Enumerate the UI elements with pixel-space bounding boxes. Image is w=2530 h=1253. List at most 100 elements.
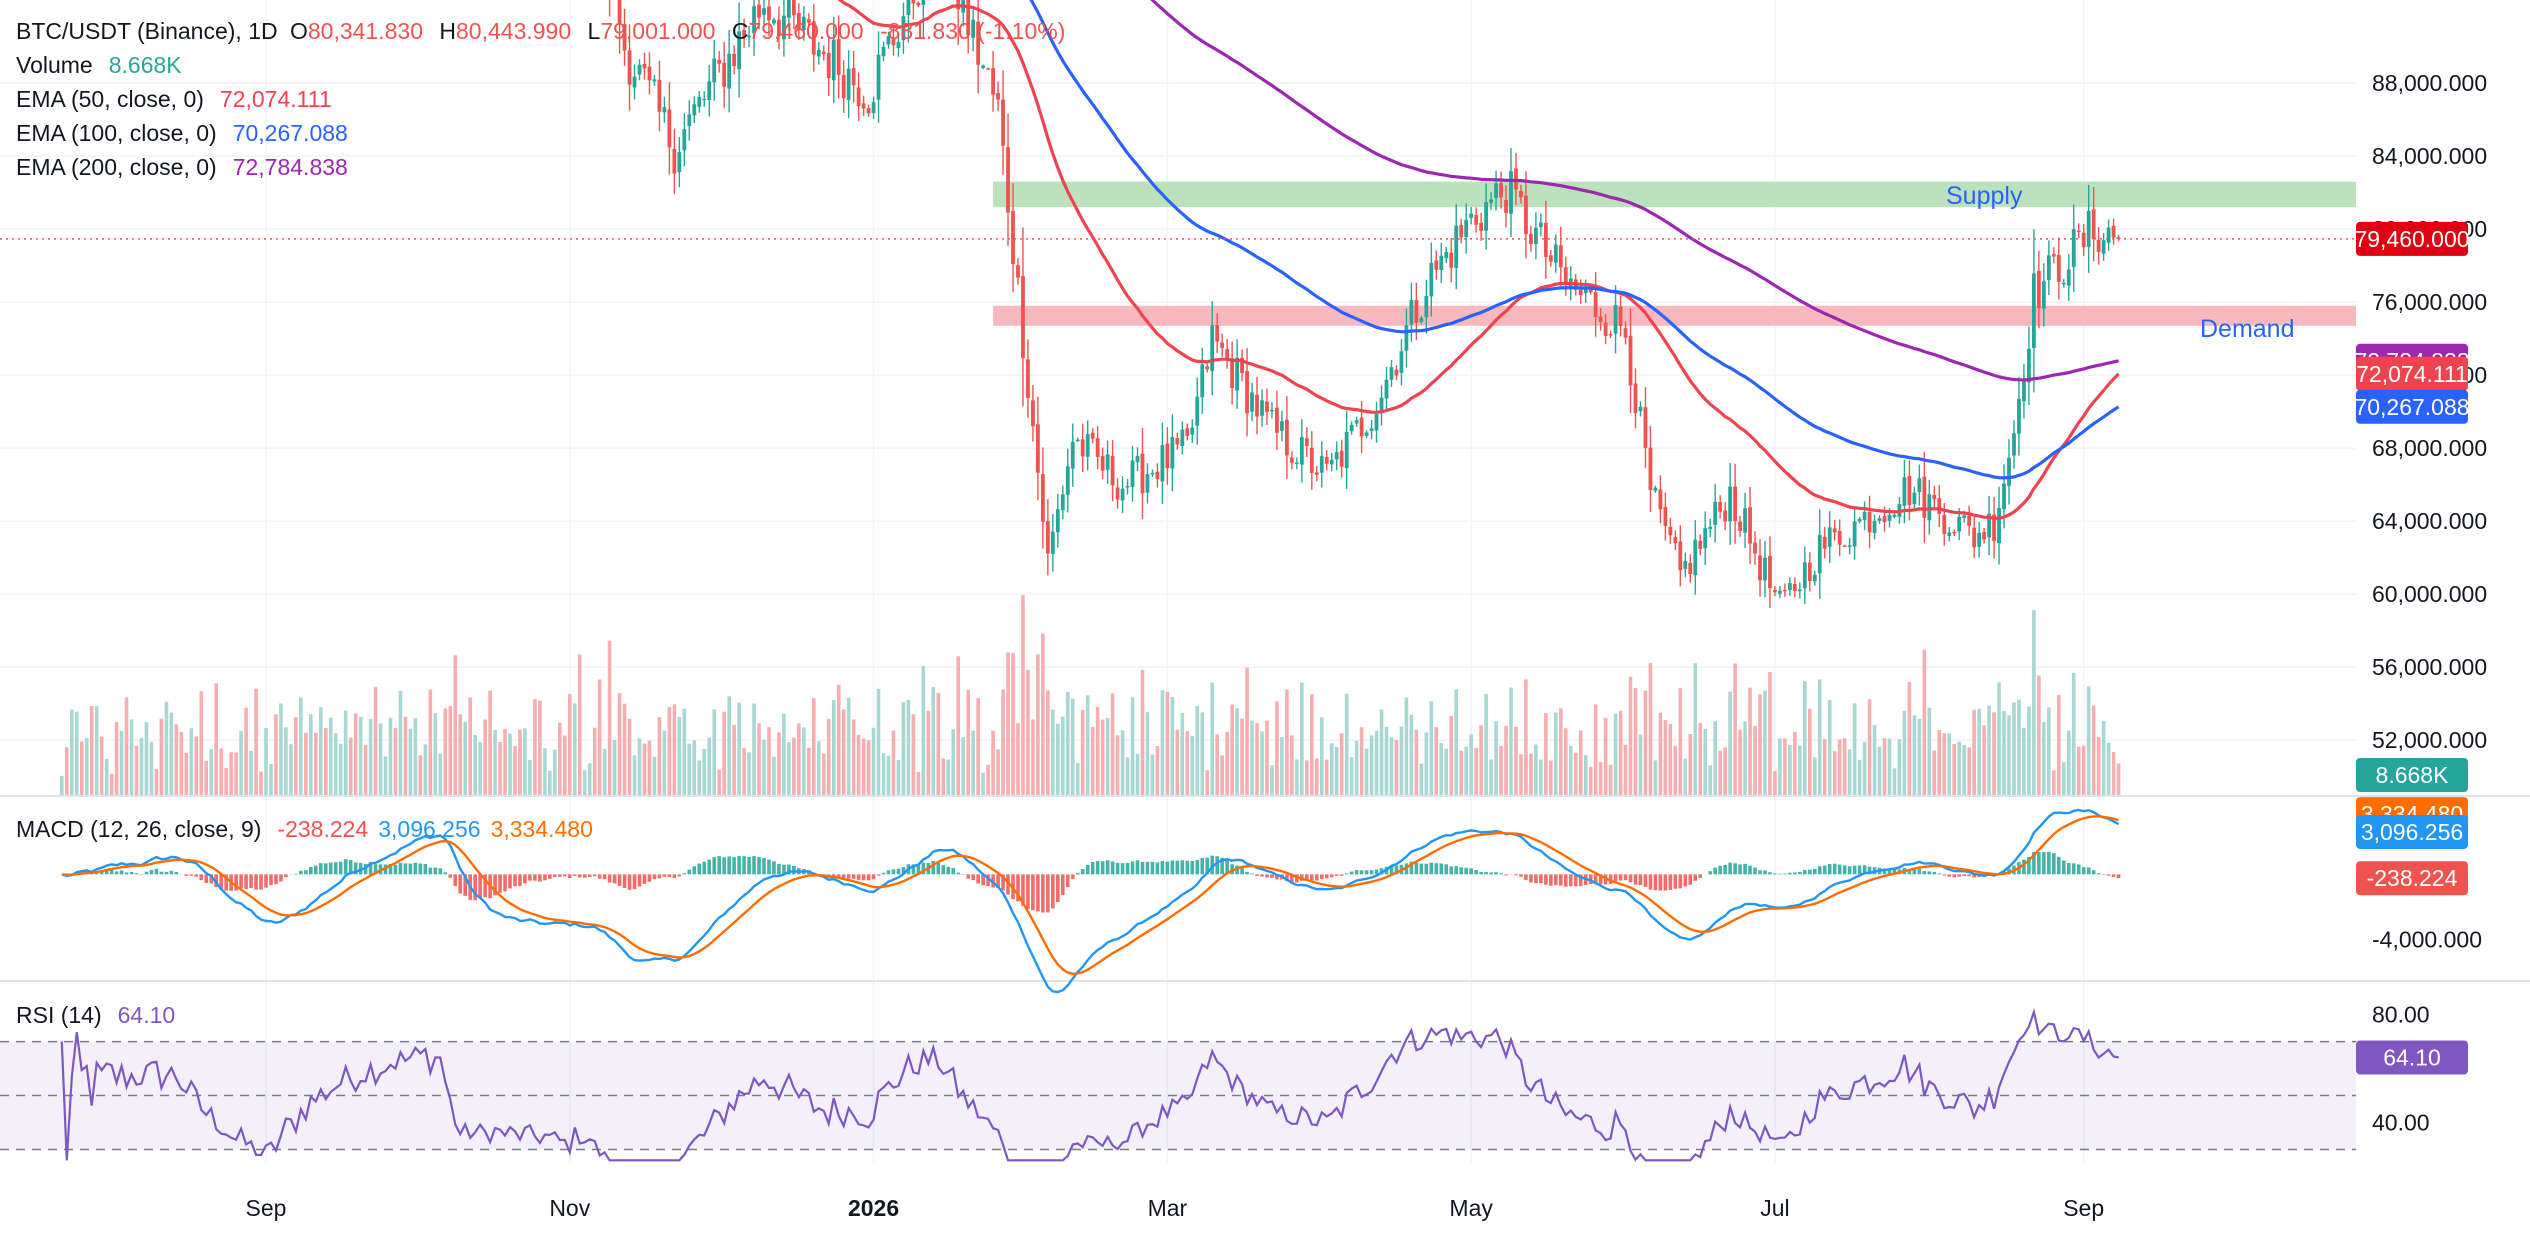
macd-hist-bar xyxy=(1175,860,1180,875)
macd-hist-bar xyxy=(109,869,114,875)
candle xyxy=(2101,233,2106,261)
macd-hist-bar xyxy=(841,874,846,880)
macd-hist-bar xyxy=(757,857,761,875)
volume-bar xyxy=(742,747,746,795)
candle xyxy=(1997,486,2001,565)
volume-bar xyxy=(1065,691,1070,795)
candle-body xyxy=(1379,397,1384,414)
volume-bar xyxy=(1310,694,1314,795)
macd-badge: 3,096.256 xyxy=(2356,814,2468,849)
macd-hist-bar xyxy=(762,857,766,875)
candle-body xyxy=(1887,514,1892,521)
volume-bar xyxy=(2081,745,2086,795)
candle-body xyxy=(717,59,722,64)
volume-bar xyxy=(239,730,243,795)
volume-bar xyxy=(1474,748,1478,795)
volume-bar xyxy=(2096,737,2101,795)
candle-body xyxy=(1867,511,1872,533)
macd-hist-bar xyxy=(1354,870,1359,875)
candle-body xyxy=(896,42,901,49)
candle-body xyxy=(1832,528,1837,533)
macd-hist-bar xyxy=(612,874,617,884)
macd-hist-bar xyxy=(1230,864,1234,875)
candle xyxy=(1150,469,1155,477)
ema200-legend[interactable]: EMA (200, close, 0) 72,784.838 xyxy=(16,150,354,184)
volume-bar xyxy=(807,747,811,795)
ema100-legend[interactable]: EMA (100, close, 0) 70,267.088 xyxy=(16,116,354,150)
candle xyxy=(1210,301,1215,396)
macd-hist-bar xyxy=(1648,874,1653,890)
candle-body xyxy=(1235,357,1239,391)
macd-legend[interactable]: MACD (12, 26, close, 9) -238.224 3,096.256… xyxy=(16,812,599,846)
candle xyxy=(1658,475,1663,524)
candle xyxy=(737,2,741,98)
candle xyxy=(1354,416,1359,427)
macd-hist-bar xyxy=(1474,869,1478,875)
candle xyxy=(1045,499,1050,576)
macd-hist-bar xyxy=(174,871,179,875)
rsi-legend[interactable]: RSI (14) 64.10 xyxy=(16,998,181,1032)
candle xyxy=(1100,447,1105,480)
candle xyxy=(1633,368,1638,429)
volume-legend[interactable]: Volume 8.668K xyxy=(16,48,188,82)
volume-bar xyxy=(1389,737,1394,795)
candle-body xyxy=(1424,296,1429,318)
rsi-value: 64.10 xyxy=(117,1002,176,1028)
volume-bar xyxy=(612,740,617,795)
macd-hist-bar xyxy=(667,874,672,878)
macd-hist-bar xyxy=(1803,869,1807,875)
macd-hist-bar xyxy=(1663,874,1668,891)
volume-bar xyxy=(692,740,697,795)
open-value: 80,341.830 xyxy=(307,18,423,44)
volume-bar xyxy=(1653,760,1658,795)
macd-hist-bar xyxy=(951,868,956,875)
candle xyxy=(1404,308,1409,368)
demand-label: Demand xyxy=(2200,315,2295,343)
macd-hist-bar xyxy=(314,865,318,875)
volume-bar xyxy=(558,722,562,795)
macd-hist-bar xyxy=(642,874,647,884)
candle-body xyxy=(1489,199,1493,203)
candle-body xyxy=(772,19,776,24)
volume-bar xyxy=(1982,725,1986,795)
candle-body xyxy=(1733,486,1737,522)
candle-body xyxy=(787,0,791,18)
candle-body xyxy=(1454,225,1459,268)
volume-bar xyxy=(1643,690,1648,795)
volume-bar xyxy=(896,760,901,795)
volume-bar xyxy=(548,770,552,795)
macd-hist-bar xyxy=(408,863,413,875)
volume-bar xyxy=(682,708,687,795)
candle-body xyxy=(1100,456,1105,471)
volume-bar xyxy=(1444,748,1449,795)
candle-body xyxy=(1304,438,1309,447)
macd-hist-bar xyxy=(1972,874,1976,878)
volume-bar xyxy=(1663,720,1668,795)
macd-hist-bar xyxy=(1359,870,1364,875)
candle xyxy=(1787,577,1792,596)
candle-body xyxy=(1130,460,1135,487)
candle-body xyxy=(981,65,986,69)
macd-hist-bar xyxy=(543,874,547,881)
macd-hist-bar xyxy=(304,870,308,875)
volume-bar xyxy=(2066,730,2071,795)
volume-bar xyxy=(886,755,891,795)
candle xyxy=(1797,582,1802,599)
candle-body xyxy=(1185,428,1190,436)
macd-hist-bar xyxy=(353,862,358,875)
volume-bar xyxy=(627,718,632,795)
volume-bar xyxy=(1803,681,1807,795)
macd-hist-bar xyxy=(1892,869,1897,875)
volume-bar xyxy=(597,679,602,795)
volume-bar xyxy=(1758,694,1762,795)
macd-hist-bar xyxy=(782,864,786,875)
candle-body xyxy=(1812,574,1817,582)
macd-hist-bar xyxy=(264,874,268,888)
price-tick-label: 64,000.000 xyxy=(2372,508,2487,534)
candle xyxy=(1827,511,1832,563)
volume-bar xyxy=(348,737,353,795)
candle xyxy=(2091,187,2096,262)
ema50-legend[interactable]: EMA (50, close, 0) 72,074.111 xyxy=(16,82,338,116)
macd-hist-bar xyxy=(787,864,791,875)
